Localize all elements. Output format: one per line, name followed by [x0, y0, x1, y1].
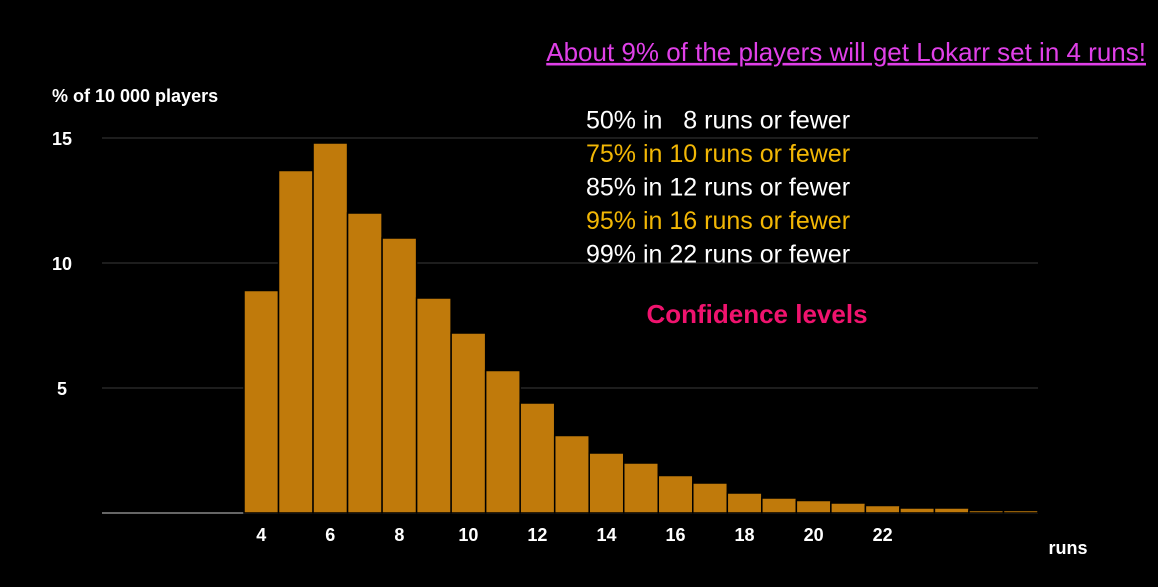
bar [761, 497, 798, 514]
bar [622, 462, 660, 514]
bar [899, 507, 936, 514]
bar [657, 474, 694, 514]
y-tick-label: 10 [52, 254, 72, 274]
bar [795, 499, 832, 514]
confidence-line: 99% in 22 runs or fewer [586, 241, 850, 269]
x-tick-label: 20 [804, 525, 824, 545]
x-tick-label: 12 [527, 525, 547, 545]
bar [346, 212, 383, 514]
y-tick-label: 15 [52, 129, 72, 149]
bar [450, 332, 487, 514]
bar [519, 402, 556, 514]
y-tick-label: 5 [57, 379, 67, 399]
bar [415, 297, 452, 514]
confidence-heading: Confidence levels [646, 299, 867, 329]
confidence-line: 75% in 10 runs or fewer [586, 140, 850, 168]
bar [553, 434, 590, 514]
confidence-line: 95% in 16 runs or fewer [586, 207, 850, 235]
bar [864, 504, 901, 514]
x-tick-label: 16 [666, 525, 686, 545]
x-axis-label: runs [1048, 538, 1087, 558]
bar [692, 482, 729, 514]
bar [312, 142, 349, 514]
x-tick-label: 22 [873, 525, 893, 545]
x-tick-label: 10 [458, 525, 478, 545]
bar [243, 289, 280, 514]
bar [588, 452, 625, 514]
bar [484, 369, 521, 514]
confidence-line: 85% in 12 runs or fewer [586, 174, 850, 202]
bar [830, 502, 867, 514]
x-tick-label: 18 [735, 525, 755, 545]
y-axis-label: % of 10 000 players [52, 86, 218, 106]
bar [726, 492, 763, 514]
bar [1002, 509, 1039, 514]
x-tick-label: 14 [596, 525, 616, 545]
bar [381, 237, 418, 514]
x-tick-label: 8 [394, 525, 404, 545]
confidence-line: 50% in 8 runs or fewer [586, 107, 850, 135]
bar [277, 169, 314, 514]
x-tick-label: 4 [256, 525, 266, 545]
x-tick-label: 6 [325, 525, 335, 545]
chart-title: About 9% of the players will get Lokarr … [546, 37, 1146, 67]
bar [933, 507, 970, 514]
bar [968, 509, 1005, 514]
